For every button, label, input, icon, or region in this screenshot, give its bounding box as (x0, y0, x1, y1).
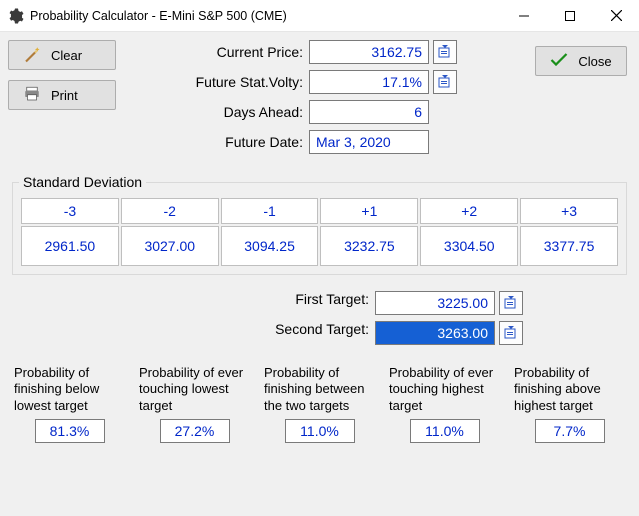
prob-value: 81.3% (35, 419, 105, 443)
sd-header-cell: -3 (21, 198, 119, 224)
sd-header-cell: +2 (420, 198, 518, 224)
prob-col: Probability of finishing above highest t… (514, 365, 625, 443)
prob-col: Probability of finishing below lowest ta… (14, 365, 125, 443)
picker-icon (503, 324, 519, 343)
titlebar: Probability Calculator - E-Mini S&P 500 … (0, 0, 639, 32)
future-date-input[interactable]: Mar 3, 2020 (309, 130, 429, 154)
sd-value-cell: 3377.75 (520, 226, 618, 266)
minimize-button[interactable] (501, 0, 547, 32)
top-row: Clear Print Current Price: 3162.75 Futur… (8, 40, 631, 154)
window-title: Probability Calculator - E-Mini S&P 500 … (30, 9, 287, 23)
prob-col: Probability of finishing between the two… (264, 365, 375, 443)
clear-label: Clear (51, 48, 82, 63)
first-target-label: First Target: (123, 291, 375, 315)
picker-icon (503, 294, 519, 313)
prob-label: Probability of ever touching lowest targ… (139, 365, 250, 415)
client-area: Clear Print Current Price: 3162.75 Futur… (0, 32, 639, 453)
sd-value-cell: 3094.25 (221, 226, 319, 266)
prob-value: 27.2% (160, 419, 230, 443)
probabilities-row: Probability of finishing below lowest ta… (8, 365, 631, 443)
clear-button[interactable]: Clear (8, 40, 116, 70)
picker-icon (437, 73, 453, 92)
future-volty-input[interactable]: 17.1% (309, 70, 429, 94)
close-button[interactable]: Close (535, 46, 627, 76)
prob-value: 11.0% (285, 419, 355, 443)
prob-col: Probability of ever touching lowest targ… (139, 365, 250, 443)
future-volty-picker-button[interactable] (433, 70, 457, 94)
close-wrap: Close (535, 40, 631, 154)
first-target-picker-button[interactable] (499, 291, 523, 315)
first-target-input[interactable]: 3225.00 (375, 291, 495, 315)
days-ahead-input[interactable]: 6 (309, 100, 429, 124)
prob-label: Probability of finishing below lowest ta… (14, 365, 125, 415)
current-price-input[interactable]: 3162.75 (309, 40, 429, 64)
current-price-label: Current Price: (134, 44, 309, 60)
targets-fields: First Target: 3225.00 Second Target: 326… (123, 291, 523, 345)
maximize-button[interactable] (547, 0, 593, 32)
prob-label: Probability of ever touching highest tar… (389, 365, 500, 415)
app-gear-icon (6, 7, 24, 25)
prob-label: Probability of finishing between the two… (264, 365, 375, 415)
second-target-picker-button[interactable] (499, 321, 523, 345)
future-volty-label: Future Stat.Volty: (134, 74, 309, 90)
wand-icon (23, 45, 41, 66)
prob-value: 7.7% (535, 419, 605, 443)
left-button-column: Clear Print (8, 40, 116, 154)
standard-deviation-box: Standard Deviation -3 -2 -1 +1 +2 +3 296… (12, 174, 627, 275)
sd-value-row: 2961.50 3027.00 3094.25 3232.75 3304.50 … (21, 226, 618, 266)
current-price-picker-button[interactable] (433, 40, 457, 64)
sd-value-cell: 2961.50 (21, 226, 119, 266)
sd-header-cell: -1 (221, 198, 319, 224)
print-label: Print (51, 88, 78, 103)
standard-deviation-legend: Standard Deviation (19, 174, 146, 190)
sd-header-cell: +1 (320, 198, 418, 224)
print-button[interactable]: Print (8, 80, 116, 110)
sd-header-row: -3 -2 -1 +1 +2 +3 (21, 198, 618, 224)
prob-value: 11.0% (410, 419, 480, 443)
printer-icon (23, 85, 41, 106)
picker-icon (437, 43, 453, 62)
second-target-label: Second Target: (123, 321, 375, 345)
sd-header-cell: -2 (121, 198, 219, 224)
prob-label: Probability of finishing above highest t… (514, 365, 625, 415)
sd-header-cell: +3 (520, 198, 618, 224)
sd-value-cell: 3304.50 (420, 226, 518, 266)
price-fields: Current Price: 3162.75 Future Stat.Volty… (134, 40, 457, 154)
second-target-input[interactable]: 3263.00 (375, 321, 495, 345)
sd-value-cell: 3027.00 (121, 226, 219, 266)
close-label: Close (578, 54, 611, 69)
sd-value-cell: 3232.75 (320, 226, 418, 266)
future-date-label: Future Date: (134, 134, 309, 150)
close-window-button[interactable] (593, 0, 639, 32)
prob-col: Probability of ever touching highest tar… (389, 365, 500, 443)
standard-deviation-table: -3 -2 -1 +1 +2 +3 2961.50 3027.00 3094.2… (19, 196, 620, 268)
check-icon (550, 53, 568, 70)
days-ahead-label: Days Ahead: (134, 104, 309, 120)
